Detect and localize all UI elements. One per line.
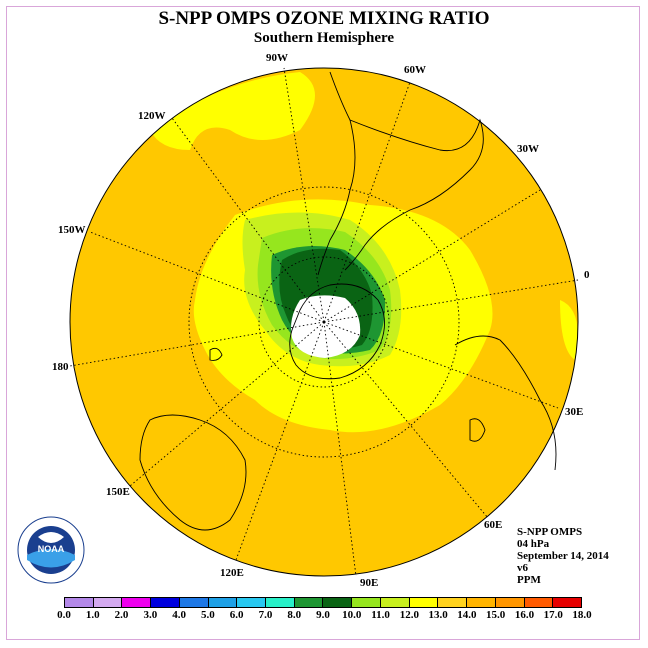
- label-120w: 120W: [138, 110, 166, 122]
- colorbar-swatch: [93, 598, 123, 607]
- colorbar-tick-label: 4.0: [172, 609, 186, 621]
- info-units: PPM: [517, 574, 541, 586]
- colorbar-tick-label: 17.0: [543, 609, 563, 621]
- colorbar-tick-label: 14.0: [457, 609, 477, 621]
- colorbar: [64, 597, 582, 608]
- noaa-logo-text: NOAA: [38, 544, 65, 554]
- coastlines: [139, 71, 557, 531]
- label-60e: 60E: [484, 519, 502, 531]
- colorbar-tick-label: 6.0: [229, 609, 244, 621]
- colorbar-swatch: [237, 598, 267, 607]
- label-30w: 30W: [517, 143, 539, 155]
- colorbar-tick-label: 11.0: [371, 609, 390, 621]
- info-version: v6: [517, 562, 528, 574]
- colorbar-swatch: [323, 598, 353, 607]
- colorbar-swatch: [294, 598, 324, 607]
- colorbar-tick-label: 12.0: [399, 609, 419, 621]
- colorbar-swatch: [380, 598, 410, 607]
- colorbar-tick-label: 5.0: [201, 609, 215, 621]
- label-30e: 30E: [565, 406, 583, 418]
- australia-coast: [139, 414, 247, 531]
- colorbar-swatch: [467, 598, 496, 607]
- madagascar-coast: [469, 418, 486, 442]
- colorbar-tick-label: 13.0: [428, 609, 448, 621]
- africa-coast: [454, 335, 557, 471]
- antarctica-coast: [289, 283, 385, 380]
- new-zealand-coast: [209, 347, 223, 361]
- colorbar-swatch: [352, 598, 381, 607]
- info-date: September 14, 2014: [517, 550, 609, 562]
- yellow-region-0: [560, 300, 578, 360]
- colorbar-tick-label: 9.0: [316, 609, 330, 621]
- latitude-circles: [69, 67, 579, 577]
- colorbar-tick-label: 3.0: [143, 609, 158, 621]
- info-instrument: S-NPP OMPS: [517, 526, 583, 538]
- colorbar-swatch: [409, 598, 439, 607]
- yellow-region-90w: [150, 72, 315, 150]
- label-150w: 150W: [58, 224, 86, 236]
- info-level: 04 hPa: [517, 538, 550, 550]
- colorbar-tick-label: 16.0: [514, 609, 535, 621]
- colorbar-swatch: [208, 598, 238, 607]
- colorbar-tick-label: 0.0: [57, 609, 71, 621]
- noaa-logo: NOAA: [17, 516, 85, 584]
- colorbar-swatch: [266, 598, 295, 607]
- south-pole-marker: [322, 320, 326, 324]
- label-90e: 90E: [360, 577, 378, 589]
- colorbar-tick-label: 10.0: [342, 609, 362, 621]
- colorbar-swatch: [179, 598, 209, 607]
- colorbar-tick-label: 15.0: [486, 609, 506, 621]
- colorbar-swatch: [438, 598, 468, 607]
- map-title: S-NPP OMPS OZONE MIXING RATIO: [158, 8, 490, 29]
- info-block: S-NPP OMPS 04 hPa September 14, 2014 v6 …: [517, 526, 609, 586]
- label-180: 180: [52, 361, 69, 373]
- colorbar-swatch: [151, 598, 180, 607]
- colorbar-swatch: [553, 598, 581, 607]
- map-subtitle: Southern Hemisphere: [253, 30, 395, 46]
- colorbar-tick-label: 8.0: [287, 609, 302, 621]
- longitude-labels: 90W 60W 30W 0 30E 60E 90E 120E 150E 180 …: [52, 52, 590, 589]
- south-america-coast: [317, 71, 484, 276]
- label-60w: 60W: [404, 64, 426, 76]
- colorbar-swatch: [524, 598, 554, 607]
- label-90w: 90W: [266, 52, 288, 64]
- colorbar-tick-label: 1.0: [85, 609, 100, 621]
- colorbar-swatch: [122, 598, 152, 607]
- label-0: 0: [584, 269, 590, 281]
- colorbar-tick-label: 2.0: [114, 609, 129, 621]
- meridian-lines: [69, 67, 579, 577]
- colorbar-swatch: [495, 598, 525, 607]
- colorbar-swatch: [65, 598, 94, 607]
- colorbar-tick-label: 7.0: [258, 609, 273, 621]
- colorbar-ticks: 0.0 1.0 2.0 3.0 4.0 5.0 6.0 7.0 8.0 9.0 10.0 11.0 12…: [0, 609, 648, 623]
- colorbar-tick-label: 18.0: [572, 609, 592, 621]
- no-data-polar-cap: [291, 295, 361, 358]
- label-150e: 150E: [106, 486, 130, 498]
- label-120e: 120E: [220, 567, 244, 579]
- figure-frame: [6, 6, 640, 640]
